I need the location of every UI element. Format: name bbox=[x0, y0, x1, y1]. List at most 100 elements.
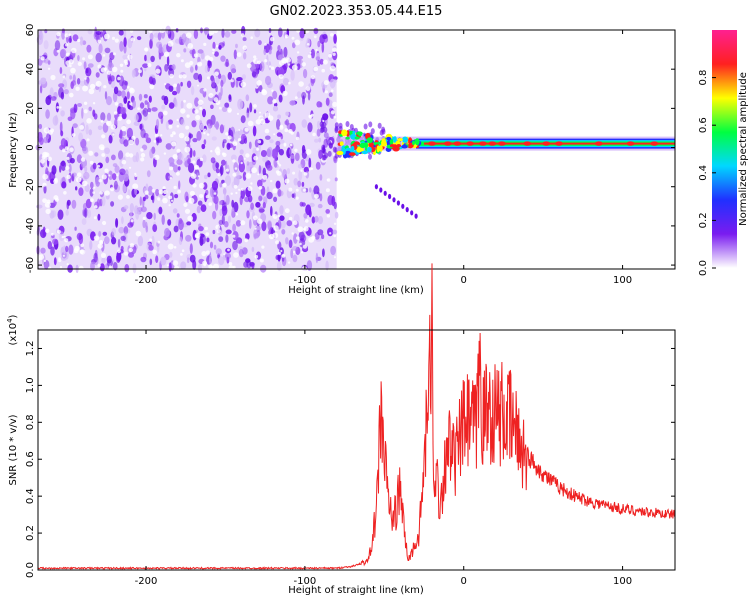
noise-gap bbox=[185, 32, 192, 39]
noise-blob bbox=[147, 185, 153, 196]
noise-gap bbox=[92, 191, 95, 194]
noise-gap bbox=[154, 154, 160, 160]
noise-gap bbox=[162, 186, 166, 190]
noise-gap bbox=[82, 85, 89, 92]
noise-blob bbox=[262, 167, 266, 176]
noise-blob bbox=[220, 164, 224, 176]
noise-blob bbox=[155, 118, 160, 130]
noise-blob bbox=[307, 91, 311, 101]
noise-gap bbox=[272, 99, 277, 104]
signal-turbulent-blob bbox=[341, 129, 348, 137]
noise-gap bbox=[140, 153, 146, 158]
noise-blob bbox=[303, 68, 308, 79]
spectrogram-x-axis-label: Height of straight line (km) bbox=[288, 285, 424, 296]
noise-blob bbox=[68, 163, 72, 173]
noise-blob bbox=[178, 236, 183, 245]
noise-blob bbox=[215, 121, 220, 130]
noise-gap bbox=[155, 68, 161, 74]
noise-blob bbox=[242, 74, 246, 80]
noise-blob bbox=[100, 112, 106, 122]
transient-branch-blob bbox=[401, 203, 405, 209]
noise-gap bbox=[255, 86, 259, 89]
noise-blob bbox=[85, 124, 89, 135]
noise-gap bbox=[97, 243, 103, 249]
colorbar-ticks: 0.0 0.2 0.4 0.6 0.8 bbox=[698, 70, 716, 276]
snr-frame bbox=[37, 329, 676, 571]
noise-gap bbox=[332, 47, 337, 53]
noise-gap bbox=[164, 83, 167, 86]
noise-blob bbox=[242, 171, 247, 181]
noise-blob bbox=[180, 118, 185, 126]
noise-gap bbox=[206, 76, 210, 80]
noise-blob bbox=[242, 37, 247, 42]
noise-blob bbox=[189, 147, 193, 158]
noise-gap bbox=[253, 155, 258, 161]
noise-blob bbox=[311, 216, 316, 224]
noise-blob bbox=[161, 214, 165, 225]
noise-gap bbox=[176, 148, 181, 153]
noise-gap bbox=[66, 156, 70, 160]
noise-blob bbox=[258, 40, 262, 46]
noise-gap bbox=[322, 59, 328, 65]
noise-blob bbox=[76, 154, 82, 164]
noise-gap bbox=[197, 99, 204, 106]
noise-blob bbox=[240, 188, 246, 200]
noise-gap bbox=[208, 29, 215, 35]
noise-gap bbox=[205, 232, 210, 237]
transient-branch-blob bbox=[379, 187, 383, 193]
noise-gap bbox=[176, 53, 181, 58]
noise-blob bbox=[277, 45, 281, 51]
noise-blob bbox=[196, 205, 201, 214]
noise-gap bbox=[101, 134, 106, 139]
noise-blob bbox=[218, 236, 224, 243]
noise-blob bbox=[210, 157, 216, 164]
noise-gap bbox=[333, 115, 337, 119]
noise-gap bbox=[93, 235, 100, 241]
noise-blob bbox=[189, 243, 193, 254]
noise-gap bbox=[129, 87, 134, 92]
noise-gap bbox=[296, 51, 300, 54]
noise-gap bbox=[244, 238, 249, 243]
noise-gap bbox=[284, 208, 290, 214]
noise-gap bbox=[245, 153, 250, 158]
noise-blob bbox=[330, 62, 335, 67]
x-tick-label: -100 bbox=[294, 576, 317, 587]
noise-gap bbox=[184, 208, 191, 214]
noise-blob bbox=[282, 169, 287, 179]
noise-blob bbox=[207, 123, 211, 135]
noise-blob bbox=[202, 154, 207, 163]
noise-gap bbox=[38, 254, 45, 260]
noise-gap bbox=[144, 190, 149, 195]
noise-blob bbox=[204, 27, 208, 36]
noise-gap bbox=[215, 45, 219, 48]
noise-gap bbox=[168, 124, 173, 129]
noise-blob bbox=[150, 195, 154, 201]
x-tick-label: 100 bbox=[613, 576, 632, 587]
noise-blob bbox=[198, 73, 203, 83]
noise-blob bbox=[246, 112, 250, 119]
noise-blob bbox=[225, 229, 232, 235]
noise-blob bbox=[143, 132, 149, 139]
noise-gap bbox=[225, 132, 229, 136]
noise-blob bbox=[147, 102, 150, 109]
noise-blob bbox=[123, 139, 129, 147]
x-tick-label: -200 bbox=[135, 275, 158, 286]
noise-gap bbox=[253, 55, 257, 59]
noise-blob bbox=[213, 244, 217, 250]
noise-gap bbox=[301, 62, 306, 67]
noise-blob bbox=[219, 208, 223, 217]
noise-blob bbox=[266, 45, 273, 52]
noise-gap bbox=[300, 169, 303, 172]
noise-blob bbox=[39, 137, 44, 146]
noise-blob bbox=[200, 204, 207, 213]
noise-blob bbox=[290, 248, 294, 259]
noise-gap bbox=[310, 113, 314, 117]
snr-y-scale-close: ) bbox=[8, 314, 19, 318]
noise-blob bbox=[221, 205, 228, 216]
noise-blob bbox=[222, 187, 227, 195]
noise-blob bbox=[140, 256, 147, 263]
noise-blob bbox=[54, 114, 58, 125]
noise-gap bbox=[215, 151, 221, 156]
noise-blob bbox=[60, 110, 65, 117]
noise-blob bbox=[278, 139, 285, 144]
